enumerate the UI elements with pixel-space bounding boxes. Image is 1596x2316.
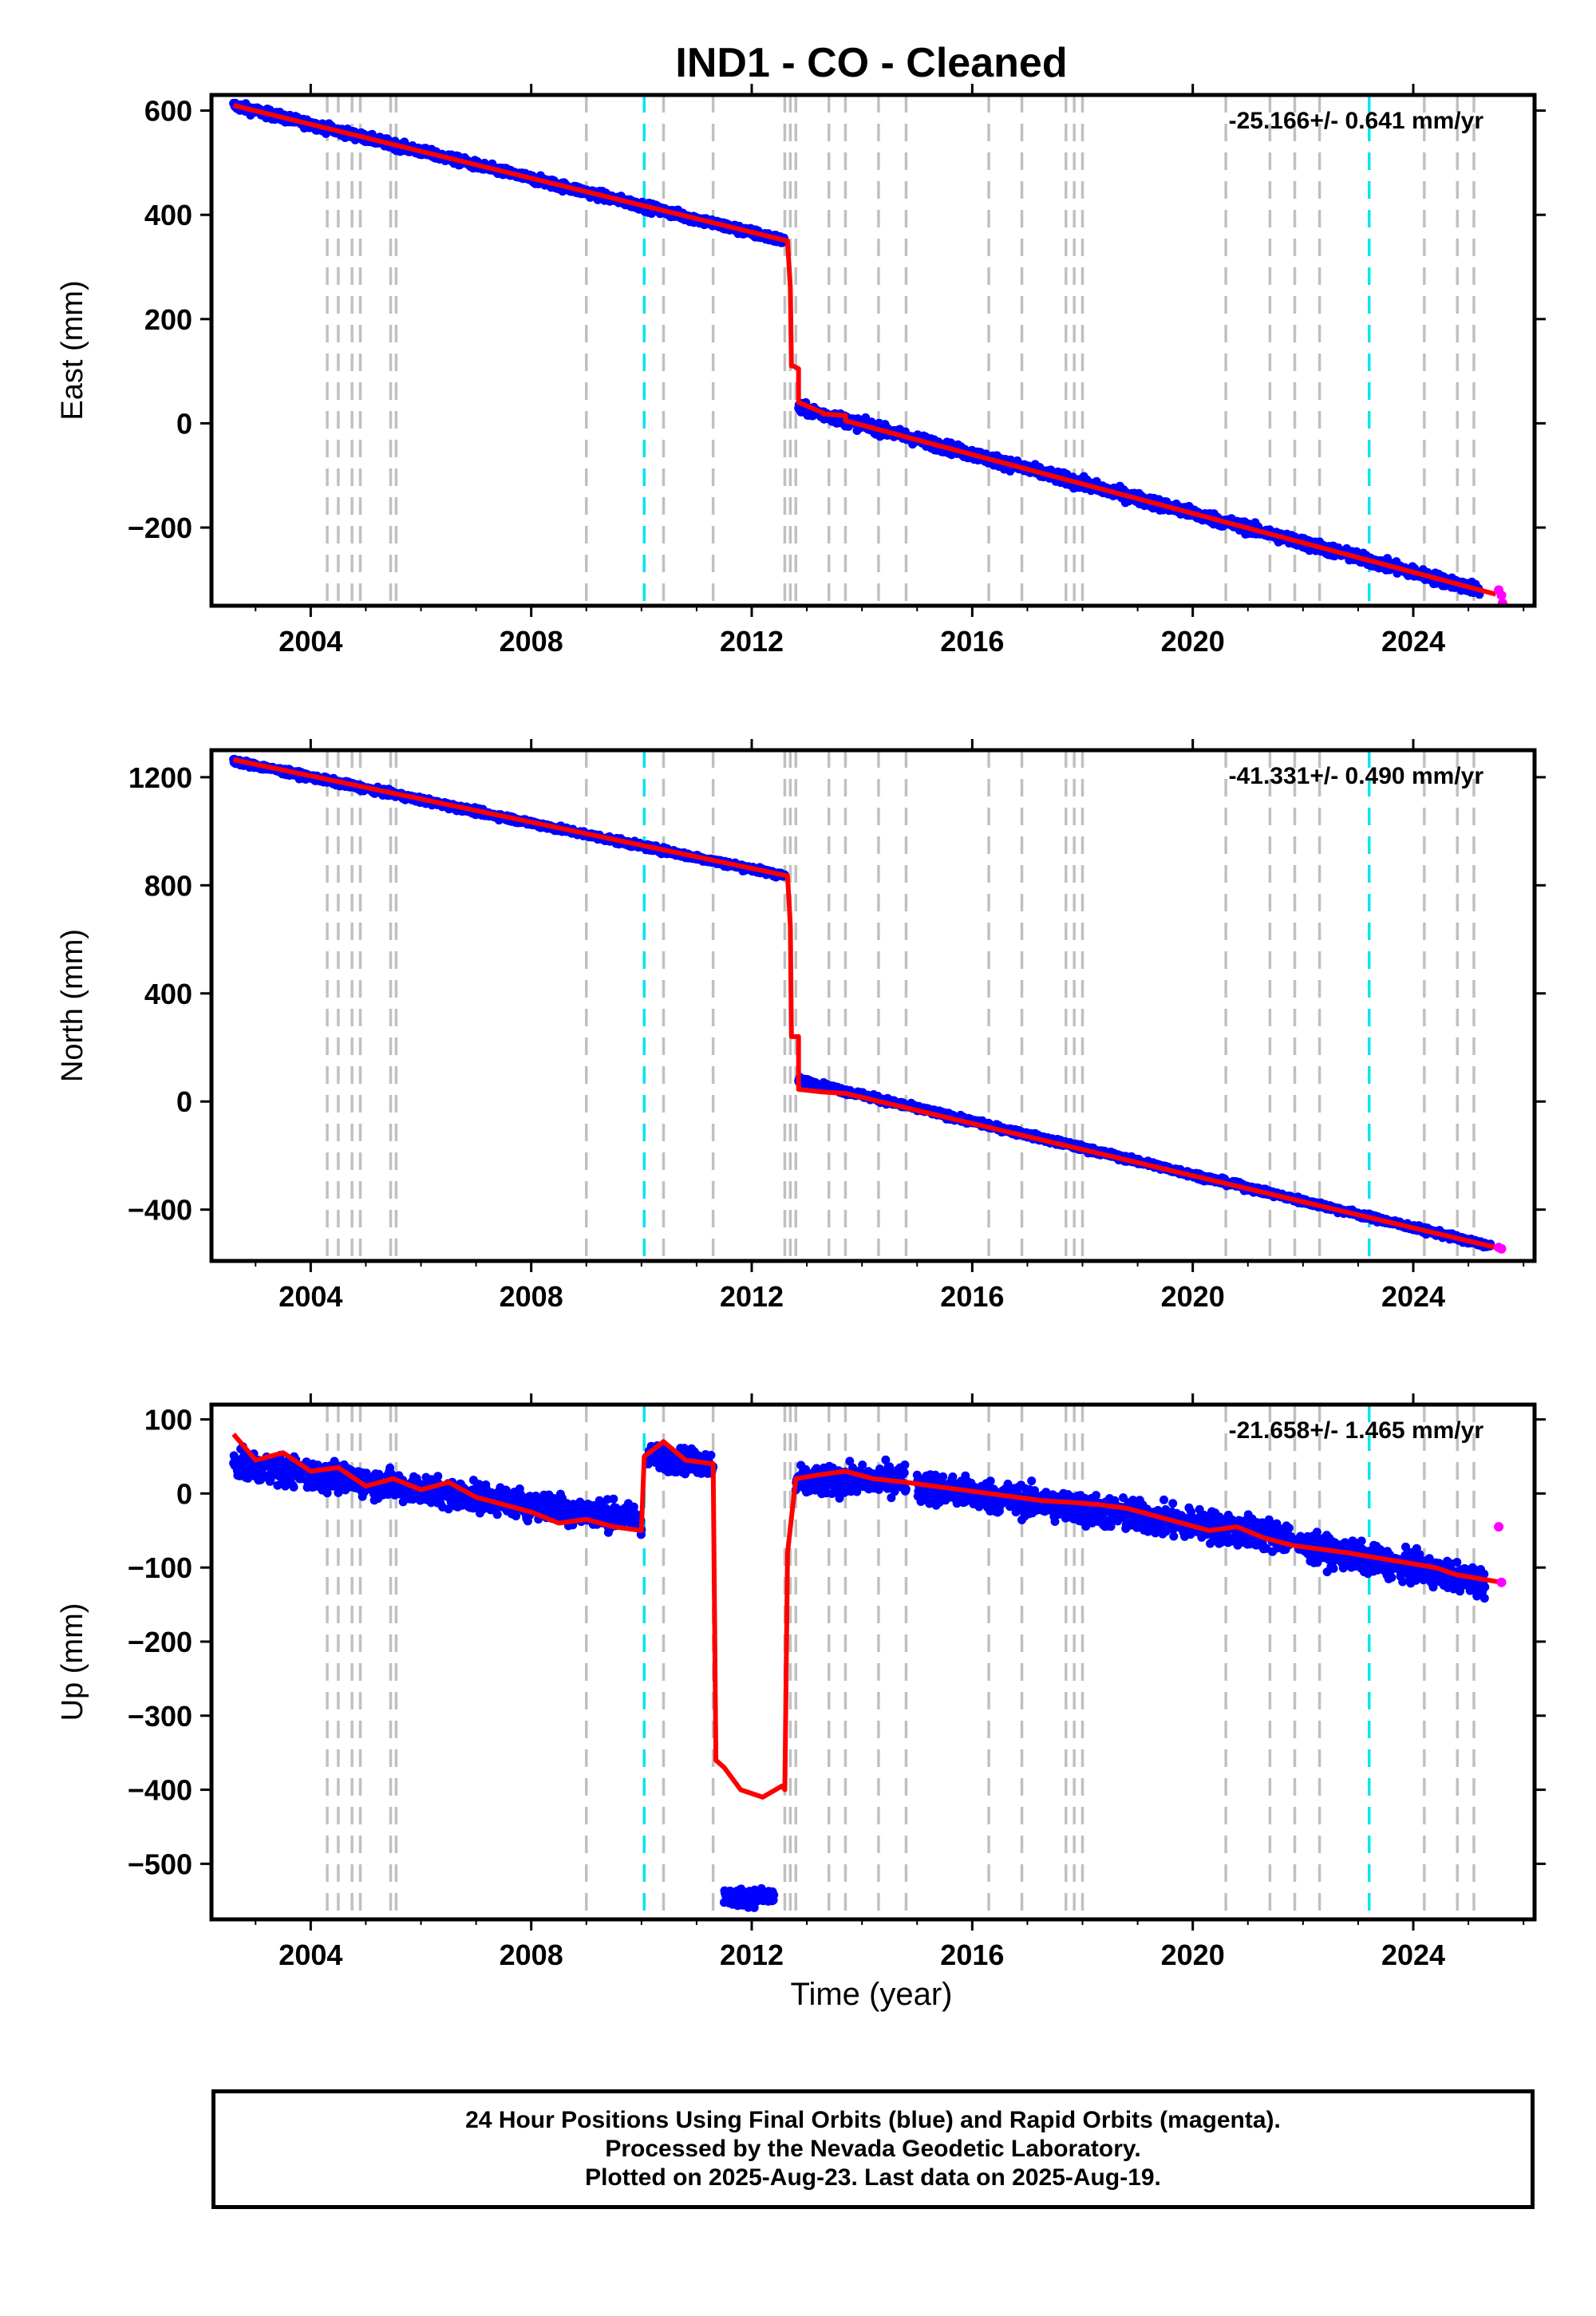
x-tick-label: 2024 xyxy=(1381,625,1445,658)
y-tick-label: 600 xyxy=(144,95,192,128)
y-tick-label: 400 xyxy=(144,199,192,231)
y-tick-label: −200 xyxy=(128,512,192,544)
x-tick-label: 2012 xyxy=(720,625,784,658)
chart-title: IND1 - CO - Cleaned xyxy=(675,40,1067,86)
velocity-label: -25.166+/- 0.641 mm/yr xyxy=(1229,108,1484,134)
x-tick-label: 2004 xyxy=(279,625,342,658)
y-tick-label: 0 xyxy=(176,407,192,440)
panel-north: 2004 2008 2012 2016 2020 2024−40004008001200N… xyxy=(56,739,1546,1313)
x-tick-label: 2016 xyxy=(940,625,1004,658)
plot-area xyxy=(229,750,1507,1261)
plot-area xyxy=(229,95,1507,606)
x-tick-label: 2008 xyxy=(500,625,563,658)
final-orbit-points xyxy=(229,98,1484,599)
model-fit-line xyxy=(232,103,1497,597)
y-axis-label: East (mm) xyxy=(56,280,89,420)
rapid-orbit-point xyxy=(1496,590,1507,600)
x-tick-label: 2020 xyxy=(1161,625,1225,658)
final-orbit-points xyxy=(229,754,1495,1252)
panel-east: 2004 2008 2012 2016 2020 2024 −200 0 200 400 600 Ea… xyxy=(56,84,1546,658)
plot-frame xyxy=(209,93,1537,608)
y-tick-label: 200 xyxy=(144,303,192,336)
